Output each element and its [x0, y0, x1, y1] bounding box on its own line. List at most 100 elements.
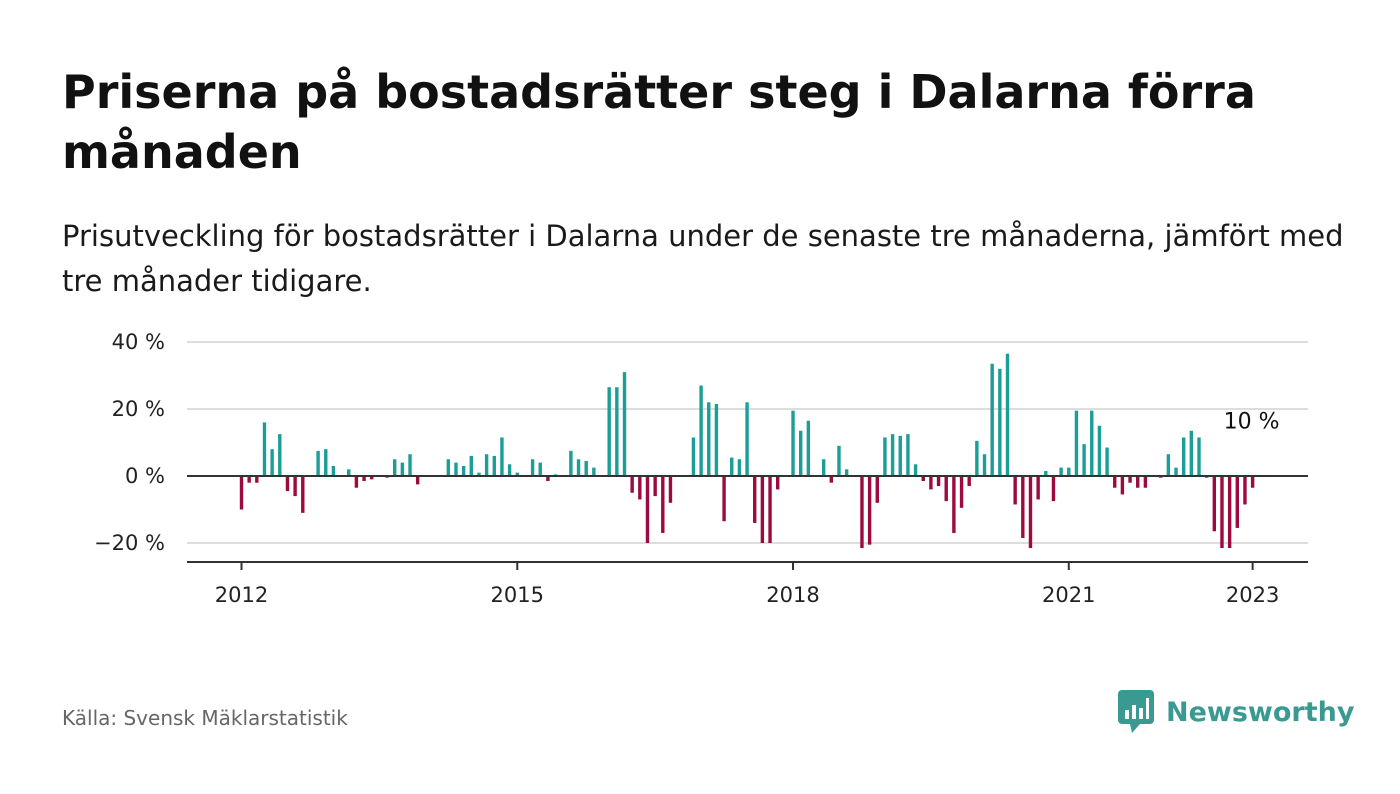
- last-value-label: 10 %: [1224, 410, 1280, 435]
- bar: [1166, 454, 1171, 476]
- bar: [362, 476, 366, 482]
- bar: [745, 402, 749, 476]
- bar: [538, 462, 542, 476]
- x-tick-label: 2018: [766, 583, 819, 607]
- bar-chart-speech-bubble-icon: [1118, 690, 1154, 733]
- bar: [921, 476, 925, 482]
- bar: [691, 437, 696, 476]
- bar: [622, 372, 627, 476]
- bar: [576, 459, 581, 476]
- bar: [492, 455, 496, 476]
- bar: [607, 387, 611, 476]
- bar: [668, 476, 673, 503]
- bar: [906, 434, 910, 476]
- bar: [1212, 476, 1217, 532]
- chart-title: Priserna på bostadsrätter steg i Dalarna…: [62, 65, 1256, 179]
- bar: [1197, 437, 1201, 476]
- bar: [354, 476, 359, 488]
- bar: [1235, 476, 1239, 528]
- bar: [461, 465, 466, 476]
- bar: [324, 449, 328, 476]
- bar: [1059, 467, 1063, 476]
- bar: [760, 476, 765, 543]
- newsworthy-logo: Newsworthy: [1118, 690, 1354, 734]
- bar: [615, 387, 619, 476]
- bar: [821, 459, 826, 476]
- y-tick-label: 0 %: [125, 464, 165, 488]
- bar: [1250, 476, 1255, 488]
- bar: [469, 455, 473, 476]
- bar: [975, 440, 979, 476]
- bar: [477, 472, 481, 476]
- bar: [730, 457, 734, 476]
- chart-subtitle: Prisutveckling för bostadsrätter i Dalar…: [62, 219, 1344, 298]
- bar: [507, 464, 512, 476]
- bar: [645, 476, 650, 543]
- bar: [530, 459, 535, 476]
- bar: [753, 476, 757, 523]
- bar: [967, 476, 971, 487]
- bar: [875, 476, 879, 503]
- bar: [707, 402, 711, 476]
- bar: [829, 476, 834, 483]
- bar: [1067, 467, 1071, 476]
- bar: [998, 368, 1002, 476]
- bar: [714, 403, 719, 476]
- bar: [1097, 425, 1102, 476]
- bar: [630, 476, 634, 493]
- bar: [408, 454, 412, 476]
- bar: [1227, 476, 1232, 549]
- bar: [239, 476, 244, 510]
- bar: [867, 476, 872, 545]
- bar: [1174, 467, 1178, 476]
- bar: [1128, 476, 1132, 483]
- bar: [638, 476, 642, 500]
- y-axis-labels: 40 % 20 % 0 % −20 %: [94, 330, 165, 555]
- bar: [1074, 410, 1079, 476]
- bar: [1036, 476, 1040, 500]
- x-tick-label: 2021: [1042, 583, 1095, 607]
- bar: [1120, 476, 1125, 495]
- x-tick-label: 2023: [1226, 583, 1279, 607]
- bar: [737, 459, 742, 476]
- bar: [331, 465, 336, 476]
- bars: [239, 353, 1255, 549]
- bar: [798, 430, 803, 476]
- bar: [592, 467, 596, 476]
- bar: [929, 476, 933, 490]
- bar: [1143, 476, 1148, 488]
- bar: [255, 476, 259, 483]
- bar: [1082, 444, 1086, 476]
- x-axis-ticks: 2012 2015 2018 2021 2023: [215, 562, 1279, 607]
- bar: [1136, 476, 1140, 488]
- bar: [1243, 476, 1247, 505]
- source-note: Källa: Svensk Mäklarstatistik: [62, 706, 348, 730]
- bar: [768, 476, 772, 543]
- bar: [883, 437, 887, 476]
- bar: [844, 469, 849, 476]
- bar: [1021, 476, 1025, 538]
- bar: [546, 476, 550, 482]
- bar: [936, 476, 941, 487]
- bar: [959, 476, 964, 508]
- bar: [278, 434, 282, 476]
- bar: [890, 434, 895, 476]
- bar: [262, 422, 267, 476]
- bar: [1028, 476, 1033, 549]
- bar: [722, 476, 726, 522]
- bar: [569, 450, 573, 476]
- bar: [1105, 447, 1109, 476]
- bar: [393, 459, 397, 476]
- bar: [1189, 430, 1194, 476]
- bar: [370, 476, 374, 480]
- bar: [653, 476, 657, 497]
- bar: [446, 459, 451, 476]
- bar: [982, 454, 987, 476]
- brand-name: Newsworthy: [1166, 696, 1355, 728]
- bar: [791, 410, 795, 476]
- y-tick-label: 20 %: [112, 397, 165, 421]
- bar: [285, 476, 290, 492]
- bar: [776, 476, 780, 490]
- bar: [913, 464, 918, 476]
- bar: [515, 472, 519, 476]
